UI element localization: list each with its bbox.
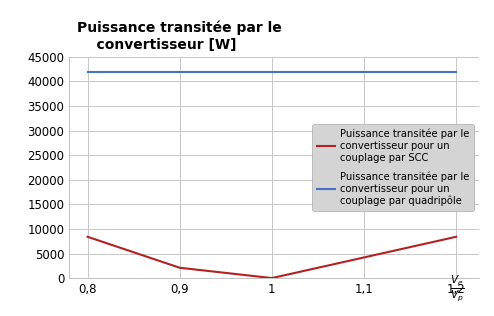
- Text: $\frac{V_e}{V_p}$: $\frac{V_e}{V_p}$: [450, 273, 464, 303]
- Legend: Puissance transitée par le
convertisseur pour un
couplage par SCC, Puissance tra: Puissance transitée par le convertisseur…: [312, 124, 474, 211]
- Text: Puissance transitée par le
    convertisseur [W]: Puissance transitée par le convertisseur…: [78, 21, 282, 52]
